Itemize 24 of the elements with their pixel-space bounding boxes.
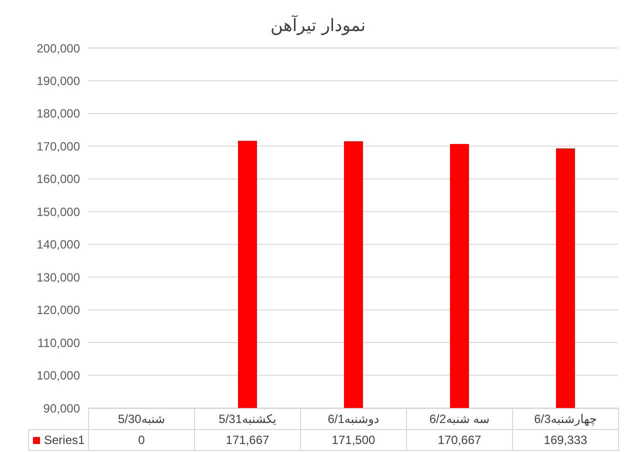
data-label: 169,333 xyxy=(512,429,619,451)
y-tick-label: 150,000 xyxy=(36,204,80,219)
y-tick-label: 120,000 xyxy=(36,303,80,318)
data-label: 170,667 xyxy=(406,429,513,451)
y-tick-label: 90,000 xyxy=(43,401,80,416)
x-tick-label: 5/30شنبه xyxy=(118,412,166,426)
data-label: 171,667 xyxy=(194,429,301,451)
y-tick-label: 200,000 xyxy=(36,41,80,56)
y-tick-label: 180,000 xyxy=(36,106,80,121)
chart-title: نمودار تیرآهن xyxy=(269,16,367,36)
x-tick-label: 5/31یکشنبه xyxy=(218,412,276,426)
x-tick-label: 6/2سه شنبه xyxy=(429,412,490,426)
y-tick-label: 170,000 xyxy=(36,139,80,154)
y-tick-label: 140,000 xyxy=(36,238,80,252)
legend-label: Series1 xyxy=(28,429,89,451)
data-label: 171,500 xyxy=(300,429,407,451)
y-tick-label: 130,000 xyxy=(36,270,80,284)
y-tick-label: 100,000 xyxy=(36,368,80,383)
x-tick-label: 6/3چهارشنبه xyxy=(534,412,597,426)
x-tick-label: 6/1دوشنبه xyxy=(328,412,380,426)
y-tick-label: 160,000 xyxy=(36,172,80,186)
y-tick-label: 110,000 xyxy=(38,336,80,350)
text: 0 xyxy=(138,433,145,447)
y-tick-label: 190,000 xyxy=(36,74,80,88)
